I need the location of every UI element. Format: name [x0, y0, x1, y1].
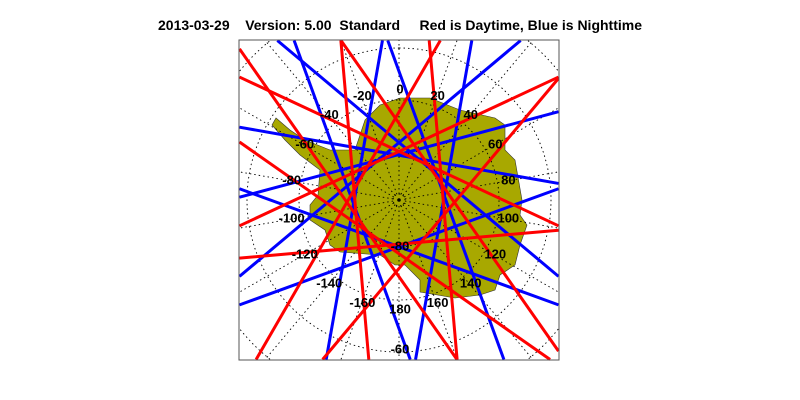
- latitude-label: -80: [391, 238, 410, 253]
- longitude-label: 0: [396, 81, 403, 96]
- title-legend: Red is Daytime, Blue is Nighttime: [419, 17, 643, 33]
- daytime-track: [321, 77, 560, 361]
- longitude-label: 160: [427, 295, 449, 310]
- longitude-label: 40: [463, 107, 477, 122]
- longitude-label: 180: [389, 301, 411, 316]
- daytime-track: [427, 40, 459, 360]
- meridian-line: [340, 205, 398, 360]
- meridian-line: [239, 200, 394, 229]
- longitude-label: 100: [497, 211, 519, 226]
- longitude-label: -80: [282, 172, 301, 187]
- south-pole-marker: [397, 198, 401, 202]
- longitude-label: -120: [292, 246, 318, 261]
- longitude-label: -160: [349, 295, 375, 310]
- map-title: 2013-03-29 Version: 5.00 Standard Red is…: [0, 17, 800, 33]
- map-frame: [238, 39, 560, 361]
- nighttime-track: [276, 39, 560, 278]
- meridian-line: [239, 171, 394, 200]
- latitude-circle: [246, 47, 552, 353]
- longitude-label: 120: [484, 246, 506, 261]
- longitude-label: 60: [488, 136, 502, 151]
- daytime-track: [238, 75, 560, 228]
- title-date: 2013-03-29: [158, 17, 230, 33]
- daytime-track: [238, 48, 459, 361]
- longitude-label: -100: [279, 211, 305, 226]
- longitude-label: -20: [353, 88, 372, 103]
- daytime-track: [339, 40, 371, 360]
- daytime-track: [238, 140, 551, 361]
- latitude-circle: [298, 99, 500, 301]
- meridian-line: [404, 171, 559, 200]
- nighttime-track: [386, 39, 506, 361]
- nighttime-track: [238, 187, 560, 307]
- longitude-label: -140: [316, 276, 342, 291]
- longitude-label: 20: [430, 88, 444, 103]
- title-mode: Standard: [339, 17, 401, 33]
- longitude-label: -60: [295, 136, 314, 151]
- graticule: [239, 40, 559, 360]
- longitude-label: -40: [320, 107, 339, 122]
- longitude-label: 80: [501, 172, 515, 187]
- longitude-label: 140: [460, 276, 482, 291]
- title-version: Version: 5.00: [245, 17, 332, 33]
- satellite-tracks: [238, 39, 560, 361]
- nighttime-track: [239, 110, 559, 199]
- daytime-track: [339, 39, 560, 352]
- daytime-track: [254, 39, 442, 361]
- daytime-track: [239, 228, 559, 260]
- nighttime-track: [292, 39, 412, 361]
- meridian-line: [404, 200, 559, 229]
- latitude-label: -60: [391, 341, 410, 356]
